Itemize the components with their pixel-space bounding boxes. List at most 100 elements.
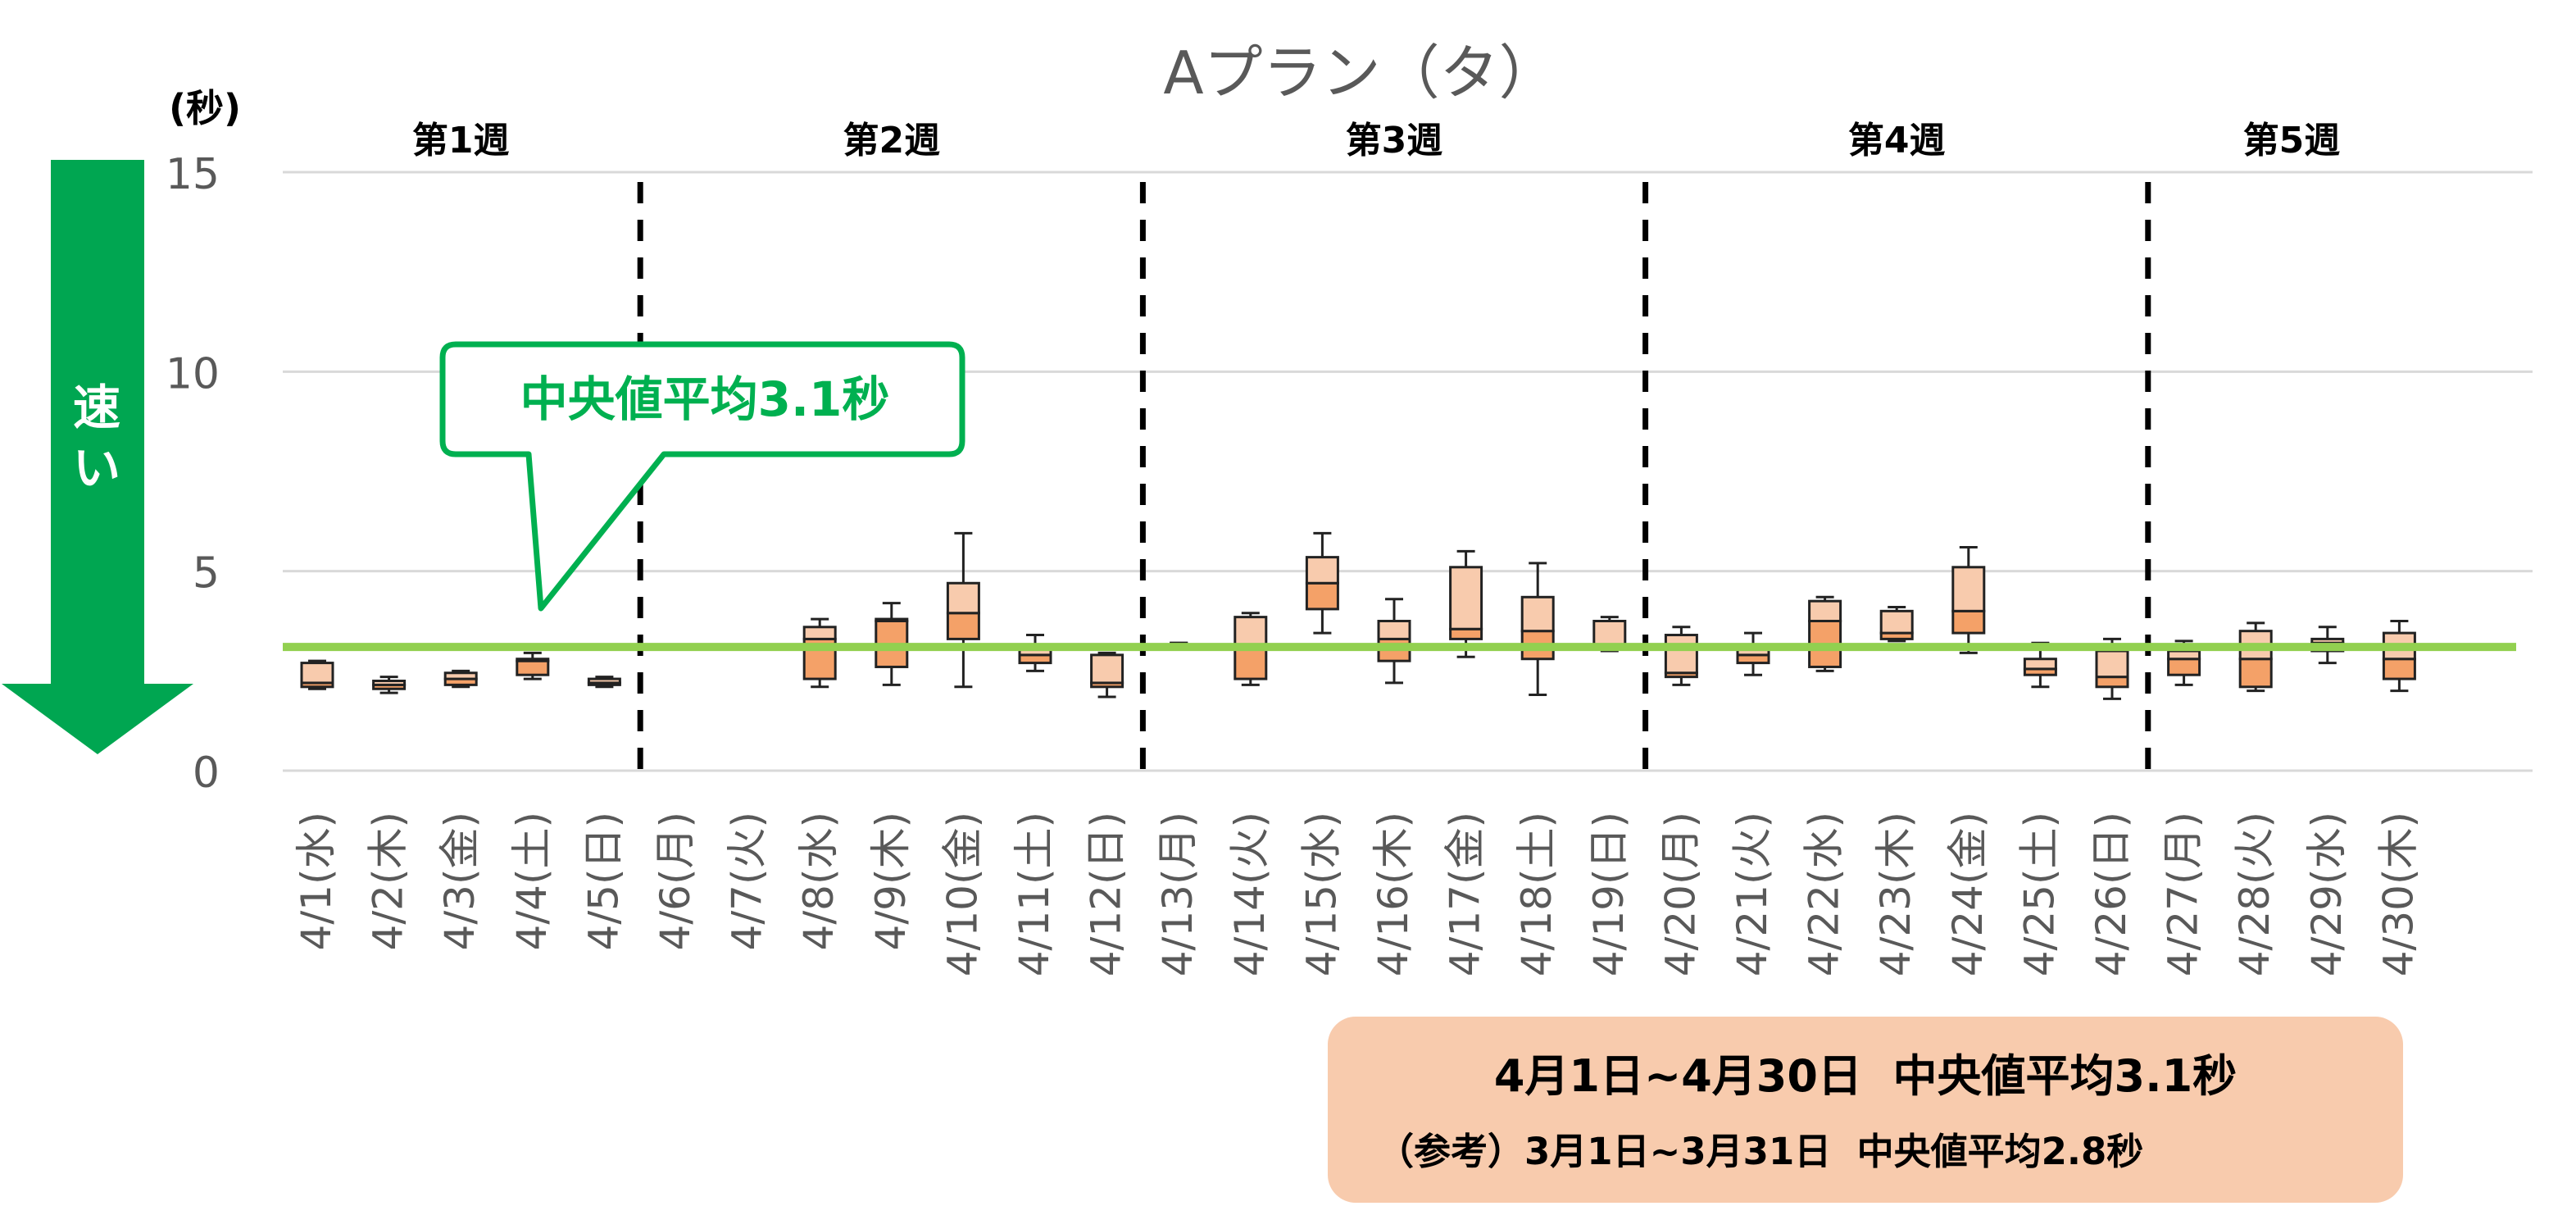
box-upper	[300, 662, 334, 685]
box-lower	[2167, 658, 2201, 676]
faster-arrow	[2, 160, 193, 754]
y-unit-label: (秒)	[169, 86, 241, 130]
box-plot	[587, 676, 621, 689]
box-upper	[2095, 649, 2129, 679]
box-plot	[1090, 651, 1124, 699]
x-tick-label: 4/19(日)	[1585, 812, 1633, 976]
box-upper	[1808, 599, 1842, 623]
week-label: 第2週	[843, 120, 940, 162]
y-tick-label: 0	[193, 749, 220, 798]
box-plot	[1520, 562, 1555, 697]
box-upper	[372, 680, 407, 686]
box-upper	[1090, 653, 1124, 685]
box-plot	[372, 676, 407, 694]
box-plot	[946, 531, 980, 689]
x-tick-label: 4/7(火)	[724, 812, 771, 950]
y-tick-label: 10	[166, 349, 220, 398]
box-lower	[2382, 658, 2416, 680]
x-tick-label: 4/21(火)	[1729, 812, 1776, 976]
box-plot	[2095, 637, 2129, 700]
box-upper	[443, 671, 478, 680]
y-axis-ticks: 0 5 10 15	[166, 150, 220, 798]
week-label: 第3週	[1346, 120, 1443, 162]
x-tick-label: 4/15(水)	[1297, 812, 1345, 976]
y-tick-label: 5	[193, 549, 220, 598]
x-tick-label: 4/20(月)	[1656, 812, 1704, 976]
summary-reference-text: （参考）3月1日~3月31日 中央値平均2.8秒	[1377, 1130, 2144, 1173]
box-upper	[1377, 620, 1411, 640]
box-lower	[2238, 658, 2273, 689]
box-upper	[1520, 595, 1555, 633]
x-tick-label: 4/5(日)	[579, 812, 627, 950]
box-upper	[516, 658, 550, 662]
box-plot	[2238, 621, 2273, 693]
x-tick-label: 4/12(日)	[1083, 812, 1130, 976]
box-plot	[1879, 605, 1914, 643]
box-lower	[516, 659, 550, 676]
x-tick-label: 4/17(金)	[1442, 812, 1489, 976]
box-upper	[1592, 620, 1627, 649]
box-upper	[1305, 556, 1339, 585]
box-upper	[1664, 634, 1698, 675]
box-upper	[946, 581, 980, 615]
x-tick-label: 4/6(月)	[652, 812, 699, 950]
x-tick-label: 4/3(金)	[436, 812, 484, 950]
x-tick-label: 4/30(木)	[2374, 812, 2422, 976]
x-tick-label: 4/14(火)	[1226, 812, 1274, 976]
x-tick-label: 4/13(月)	[1154, 812, 1202, 976]
chart-title: Aプラン（タ）	[1163, 39, 1557, 107]
x-tick-label: 4/25(土)	[2015, 812, 2063, 976]
week-label: 第1週	[412, 120, 510, 162]
box-lower	[2095, 676, 2129, 689]
box-series	[300, 531, 2416, 700]
box-upper	[1449, 566, 1483, 630]
summary-box: 4月1日~4月30日 中央値平均3.1秒 （参考）3月1日~3月31日 中央値平…	[1328, 1017, 2403, 1203]
box-plot	[443, 669, 478, 689]
y-tick-label: 15	[166, 150, 220, 199]
callout-bubble	[439, 341, 965, 612]
box-lower	[1449, 627, 1483, 640]
box-plot	[516, 651, 550, 680]
x-tick-label: 4/16(木)	[1370, 812, 1417, 976]
box-plot	[1736, 631, 1770, 676]
box-upper	[2023, 658, 2057, 671]
x-tick-label: 4/26(日)	[2088, 812, 2135, 976]
x-tick-label: 4/28(火)	[2231, 812, 2278, 976]
x-tick-label: 4/22(水)	[1801, 812, 1848, 976]
box-plot	[1449, 549, 1483, 658]
x-axis-labels: 4/1(水) 4/2(木) 4/3(金) 4/4(土) 4/5(日) 4/6(月) 4/7(…	[293, 812, 2422, 976]
x-tick-label: 4/23(木)	[1872, 812, 1920, 976]
x-tick-label: 4/27(月)	[2160, 812, 2207, 976]
x-tick-label: 4/2(木)	[365, 812, 412, 950]
x-tick-label: 4/8(水)	[795, 812, 843, 950]
week-separators: 第1週 第2週 第3週 第4週 第5週	[412, 120, 2340, 777]
week-label: 第4週	[1848, 120, 1946, 162]
box-plot	[1018, 634, 1052, 672]
box-plot	[300, 659, 334, 690]
box-plot	[2382, 620, 2416, 693]
week-label: 第5週	[2243, 120, 2341, 162]
box-plot	[1951, 545, 1986, 654]
faster-label: 速い	[72, 380, 120, 496]
x-tick-label: 4/1(水)	[293, 812, 340, 950]
box-upper	[2167, 649, 2201, 661]
box-upper	[802, 626, 837, 640]
x-tick-label: 4/9(木)	[867, 812, 915, 950]
box-upper	[1233, 616, 1268, 649]
box-upper	[2310, 637, 2345, 644]
x-tick-label: 4/18(土)	[1513, 812, 1561, 976]
box-plot	[1664, 626, 1698, 686]
box-upper	[1951, 566, 1986, 612]
box-plot	[1305, 531, 1339, 635]
callout-text: 中央値平均3.1秒	[520, 371, 890, 427]
x-tick-label: 4/11(土)	[1011, 812, 1058, 976]
x-tick-label: 4/24(金)	[1944, 812, 1992, 976]
box-upper	[875, 617, 909, 622]
x-tick-label: 4/29(水)	[2303, 812, 2351, 976]
box-lower	[1305, 581, 1339, 611]
box-upper	[1879, 609, 1914, 635]
x-tick-label: 4/4(土)	[508, 812, 556, 950]
box-plot	[802, 617, 837, 689]
x-tick-label: 4/10(金)	[938, 812, 986, 976]
